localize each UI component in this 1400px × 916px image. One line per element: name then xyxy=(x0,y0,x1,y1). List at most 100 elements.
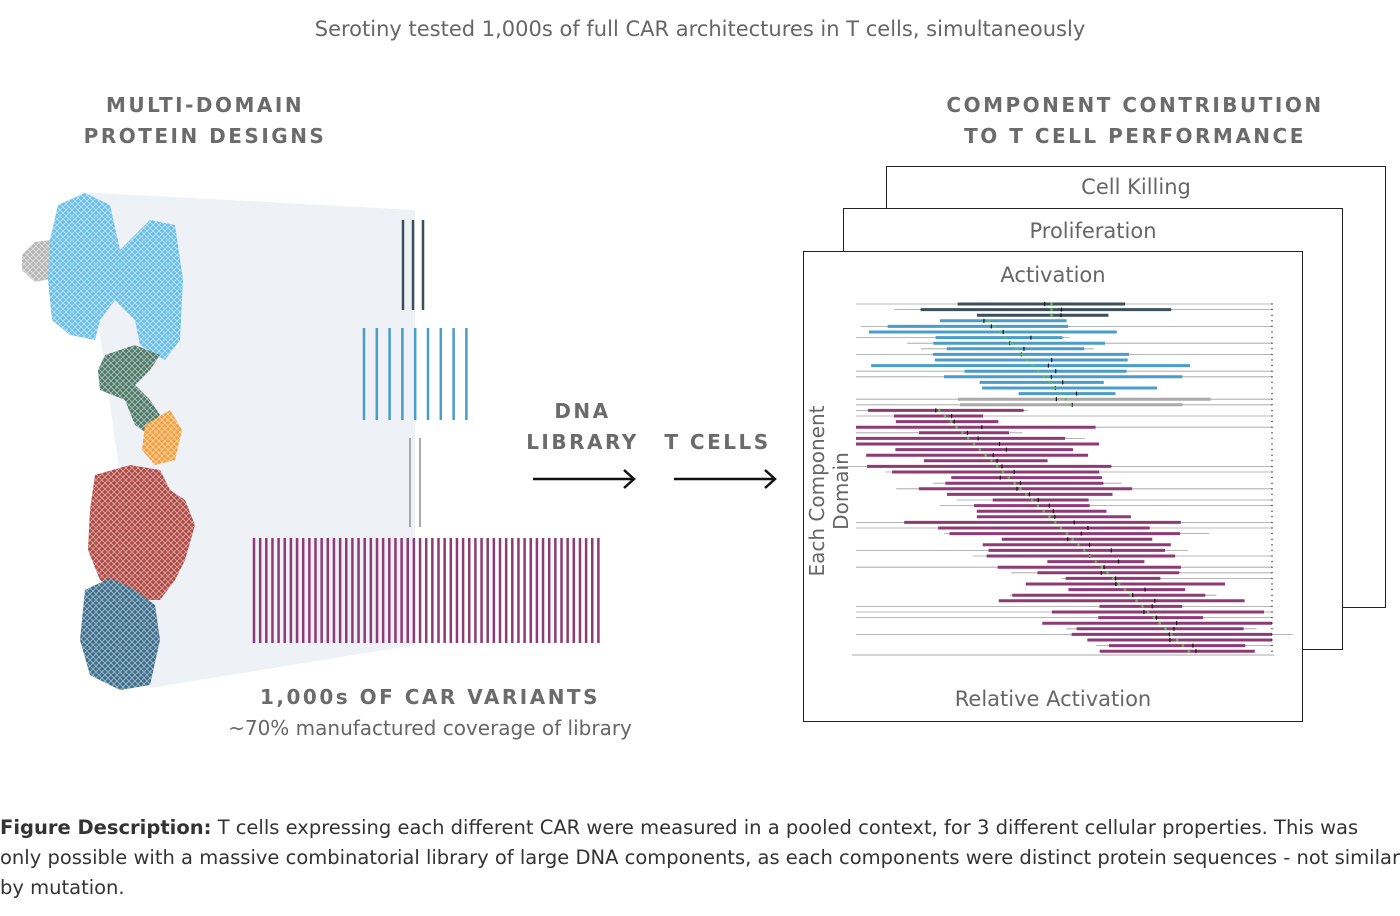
mean-marker xyxy=(955,425,958,429)
label-line: LIBRARY xyxy=(526,430,639,454)
outlier-dot xyxy=(1271,633,1273,636)
mean-marker xyxy=(1088,554,1092,558)
outlier-dot xyxy=(1271,364,1273,367)
mean-marker xyxy=(1047,381,1051,384)
t-cells-label: T CELLS xyxy=(664,430,771,454)
mean-marker xyxy=(961,431,964,435)
outlier-dot xyxy=(1271,572,1273,574)
figure-description: Figure Description: T cells expressing e… xyxy=(0,813,1400,903)
outlier-dot xyxy=(1271,566,1273,568)
outlier-dot xyxy=(1271,342,1273,344)
outlier-dot xyxy=(1271,465,1273,468)
outlier-dot xyxy=(1271,504,1273,507)
mean-marker xyxy=(1187,649,1191,653)
outlier-dot xyxy=(1271,325,1273,328)
outlier-dot xyxy=(1271,387,1273,389)
outlier-dot xyxy=(1271,314,1273,316)
outlier-dot xyxy=(1271,510,1273,512)
arrow-t-cells-icon xyxy=(674,469,777,489)
mean-marker xyxy=(1129,593,1133,597)
arrow-dna-library-icon xyxy=(533,469,636,489)
description-label: Figure Description: xyxy=(0,816,212,839)
component-contribution-heading: COMPONENT CONTRIBUTION TO T CELL PERFORM… xyxy=(930,90,1340,152)
outlier-dot xyxy=(1271,521,1273,524)
panel-title: Activation xyxy=(1000,263,1106,287)
outlier-dot xyxy=(1271,555,1273,557)
outlier-dot xyxy=(1271,454,1273,456)
heading-line: PROTEIN DESIGNS xyxy=(83,124,327,148)
mean-marker xyxy=(1064,397,1067,401)
mean-marker xyxy=(1053,386,1056,390)
mean-marker xyxy=(995,465,999,468)
outlier-dot xyxy=(1271,415,1273,417)
outlier-dot xyxy=(1271,560,1273,563)
orange-domain-icon xyxy=(142,410,182,465)
mean-marker xyxy=(984,453,987,457)
blue-domain-icon xyxy=(48,193,183,360)
red-domain-icon xyxy=(88,465,195,600)
mean-marker xyxy=(1050,313,1053,317)
outlier-dot xyxy=(1271,577,1273,580)
outlier-dot xyxy=(1271,588,1273,591)
outlier-dot xyxy=(1271,532,1273,535)
mean-marker xyxy=(1050,302,1053,306)
mean-marker xyxy=(943,414,947,418)
mean-marker xyxy=(1020,353,1024,356)
outlier-dot xyxy=(1271,398,1273,400)
outlier-dot xyxy=(1271,409,1273,412)
outlier-dot xyxy=(1271,359,1273,361)
mean-marker xyxy=(1013,481,1016,485)
label-line: DNA xyxy=(554,399,611,423)
heading-line: COMPONENT CONTRIBUTION xyxy=(946,93,1324,117)
mean-marker xyxy=(1030,498,1034,502)
outlier-dot xyxy=(1271,622,1273,624)
mean-marker xyxy=(1123,588,1127,591)
mean-marker xyxy=(1050,308,1053,311)
mean-marker xyxy=(1158,621,1162,625)
mean-marker xyxy=(1042,375,1046,379)
outlier-dot xyxy=(1271,303,1273,305)
mean-marker xyxy=(1024,493,1028,496)
mean-marker xyxy=(987,319,991,323)
outlier-dot xyxy=(1271,482,1273,484)
outlier-dot xyxy=(1271,471,1273,473)
outlier-dot xyxy=(1271,308,1273,311)
car-variants-label: 1,000s OF CAR VARIANTS xyxy=(260,685,600,709)
outlier-dot xyxy=(1271,616,1273,619)
heading-line: TO T CELL PERFORMANCE xyxy=(964,124,1306,148)
mean-marker xyxy=(1175,638,1179,642)
dna-component-lines xyxy=(252,220,600,643)
mean-marker xyxy=(1026,358,1029,362)
outlier-dot xyxy=(1271,644,1273,647)
outlier-dot xyxy=(1271,538,1273,540)
outlier-dot xyxy=(1271,432,1273,434)
panel-title: Proliferation xyxy=(1029,219,1157,243)
mean-marker xyxy=(949,420,953,423)
mean-marker xyxy=(1036,369,1040,373)
outlier-dot xyxy=(1271,426,1273,428)
outlier-dot xyxy=(1271,600,1273,602)
mean-marker xyxy=(1141,605,1144,608)
mean-marker xyxy=(1146,610,1150,614)
mean-marker xyxy=(1181,644,1185,647)
dna-library-label: DNA LIBRARY xyxy=(520,396,645,458)
mean-marker xyxy=(1065,532,1069,535)
mean-marker xyxy=(993,325,996,328)
mean-marker xyxy=(1152,616,1156,619)
mean-marker xyxy=(972,442,976,446)
outlier-dot xyxy=(1271,353,1273,356)
mean-marker xyxy=(1112,577,1115,580)
x-axis-label: Relative Activation xyxy=(954,687,1152,711)
protein-illustration xyxy=(22,192,777,690)
outlier-dot xyxy=(1271,611,1273,613)
outlier-dot xyxy=(1271,376,1273,378)
outlier-dot xyxy=(1271,527,1273,529)
mean-marker xyxy=(978,448,982,451)
panel-activation[interactable]: Activation Each Component Domain Relativ… xyxy=(803,251,1303,722)
mean-marker xyxy=(1164,627,1167,631)
mean-marker xyxy=(1117,582,1121,586)
outlier-dot xyxy=(1271,549,1273,552)
mean-marker xyxy=(1031,364,1035,367)
mean-marker xyxy=(1094,560,1098,563)
activation-chart xyxy=(838,302,1293,656)
